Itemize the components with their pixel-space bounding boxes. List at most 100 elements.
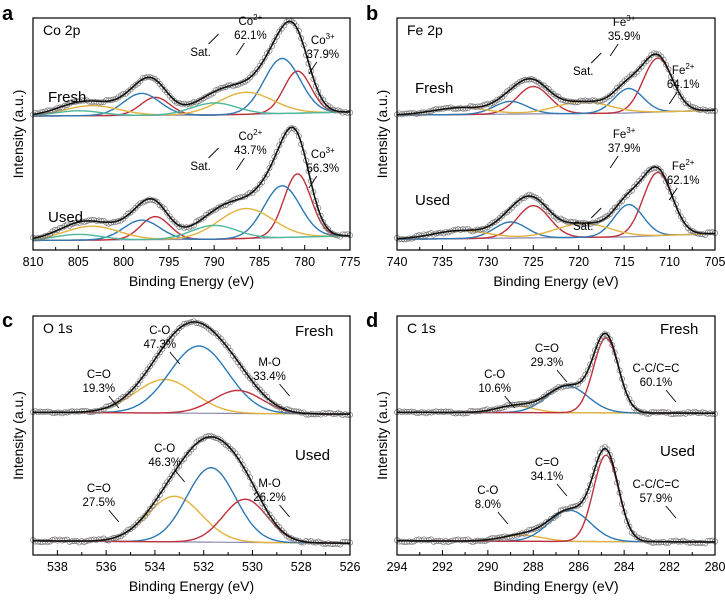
x-tick-label: 534 [144, 560, 165, 574]
data-point [332, 541, 339, 548]
x-tick-label: 538 [47, 560, 68, 574]
data-point [628, 187, 635, 194]
data-point [675, 208, 682, 215]
panel-title: Co 2p [43, 22, 81, 38]
annotation-arrow [609, 155, 619, 169]
x-tick-label: 795 [158, 255, 179, 269]
component-sat-2 [32, 102, 350, 116]
envelope-fit [397, 53, 715, 116]
data-point [455, 536, 462, 543]
y-axis-label: Intensity (a.u.) [374, 90, 390, 179]
data-point [518, 195, 525, 202]
annotation-arrow [308, 61, 318, 75]
data-point [579, 375, 586, 382]
x-tick-label: 536 [96, 560, 117, 574]
panel-title: Fe 2p [407, 22, 443, 38]
annotation-arrow [668, 91, 678, 105]
data-point [210, 207, 217, 214]
x-tick-label: 532 [193, 560, 214, 574]
data-point [584, 367, 591, 374]
data-point [526, 191, 533, 198]
envelope-fit [397, 332, 715, 414]
annotation-sat: Sat. [573, 221, 593, 233]
x-axis-label: Binding Energy (eV) [493, 273, 618, 289]
annotation-arrow [497, 511, 509, 525]
data-point [98, 99, 105, 106]
data-point [295, 133, 302, 140]
x-tick-label: 710 [659, 255, 680, 269]
annotation-percent: 46.3% [148, 457, 181, 469]
condition-label: Used [660, 443, 695, 460]
annotation-percent: 19.3% [83, 383, 116, 395]
data-point [538, 81, 545, 88]
annotation-percent: 64.1% [667, 79, 700, 91]
panel-letter: a [2, 3, 14, 25]
x-tick-label: 528 [291, 560, 312, 574]
data-point [582, 493, 589, 500]
annotation-arrow [556, 483, 568, 497]
component-c-o [33, 345, 350, 415]
annotation-percent: 35.9% [608, 31, 641, 43]
data-point [227, 347, 234, 354]
annotation-species: C=O [535, 457, 559, 469]
x-tick-label: 288 [523, 560, 544, 574]
annotation-percent: 37.9% [307, 49, 340, 61]
annotation-arrow [668, 187, 678, 201]
data-point [251, 485, 258, 492]
envelope-fit [32, 126, 350, 240]
data-point [628, 399, 635, 406]
annotation-arrow [504, 395, 516, 409]
envelope-fit [33, 321, 350, 415]
x-tick-label: 775 [340, 255, 361, 269]
component-sat-1 [32, 91, 350, 116]
x-tick-label: 780 [294, 255, 315, 269]
panel-c: c O 1s Fresh C=O 19.3% C-O 47.3% M-O 33.4% Used C=… [2, 310, 360, 594]
x-axis-label: Binding Energy (eV) [493, 578, 618, 594]
component-sat-2 [32, 224, 350, 241]
condition-label: Fresh [48, 89, 86, 106]
annotation-species: Fe3+ [613, 14, 636, 29]
annotation-arrow [308, 175, 318, 189]
panel-letter: c [2, 310, 13, 332]
x-tick-label: 805 [68, 255, 89, 269]
x-tick-label: 810 [23, 255, 44, 269]
annotation-arrow [208, 33, 219, 45]
data-point [425, 536, 432, 543]
x-tick-label: 286 [568, 560, 589, 574]
annotation-percent: 62.1% [667, 175, 700, 187]
data-point [137, 377, 144, 384]
y-axis-label: Intensity (a.u.) [10, 391, 26, 480]
data-point [606, 451, 613, 458]
annotation-species: C-O [149, 325, 170, 337]
annotation-arrow [208, 147, 219, 159]
data-point [225, 199, 232, 206]
data-point [273, 148, 280, 155]
x-tick-label: 725 [523, 255, 544, 269]
annotation-percent: 43.7% [234, 145, 267, 157]
data-point [239, 461, 246, 468]
annotation-species: C=O [87, 369, 111, 381]
condition-label: Used [415, 192, 450, 209]
component-m-o [33, 498, 350, 544]
x-tick-label: 790 [204, 255, 225, 269]
x-axis-label: Binding Energy (eV) [129, 273, 254, 289]
panel-d: d C 1s Fresh C-O 10.6% C=O 29.3% C-C/C=C 60.1% Us… [366, 310, 725, 594]
x-axis-label: Binding Energy (eV) [129, 578, 254, 594]
annotation-arrow [590, 52, 602, 64]
annotation-species: Co3+ [311, 146, 335, 161]
annotation-species: C-C/C=C [632, 479, 679, 491]
annotation-arrow [556, 369, 568, 383]
data-point [553, 92, 559, 99]
data-point [210, 329, 217, 336]
data-point [91, 536, 97, 543]
data-point [156, 492, 163, 499]
data-point [462, 410, 469, 417]
annotation-percent: 33.4% [253, 371, 286, 383]
annotation-species: C-O [477, 485, 498, 497]
envelope-fit [32, 20, 350, 116]
annotation-arrow [235, 157, 245, 171]
annotation-species: Fe3+ [613, 126, 636, 141]
envelope-fit [397, 447, 715, 543]
annotation-arrow [108, 509, 120, 523]
annotation-arrow [665, 389, 677, 403]
